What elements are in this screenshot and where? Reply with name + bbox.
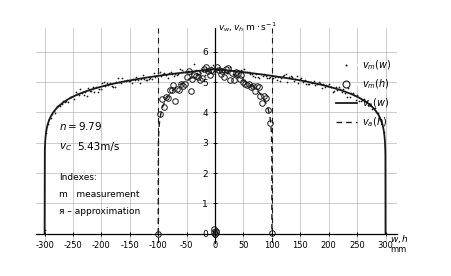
Text: 5.43m/s: 5.43m/s	[78, 142, 120, 152]
Text: mm: mm	[390, 245, 406, 254]
Text: я – approximation: я – approximation	[59, 206, 140, 216]
Text: $v_C$: $v_C$	[59, 142, 72, 153]
Text: $w, h$: $w, h$	[390, 233, 409, 245]
Text: $v_w, v_h\ \mathrm{m \cdot s^{-1}}$: $v_w, v_h\ \mathrm{m \cdot s^{-1}}$	[218, 20, 276, 34]
Text: m   measurement: m measurement	[59, 190, 139, 199]
Legend: $v_m(w)$, $v_m(h)$, $v_a(w)$, $v_a(h)$: $v_m(w)$, $v_m(h)$, $v_a(w)$, $v_a(h)$	[336, 58, 391, 129]
Text: $n = 9.79$: $n = 9.79$	[59, 120, 102, 132]
Text: Indexes:: Indexes:	[59, 173, 97, 182]
